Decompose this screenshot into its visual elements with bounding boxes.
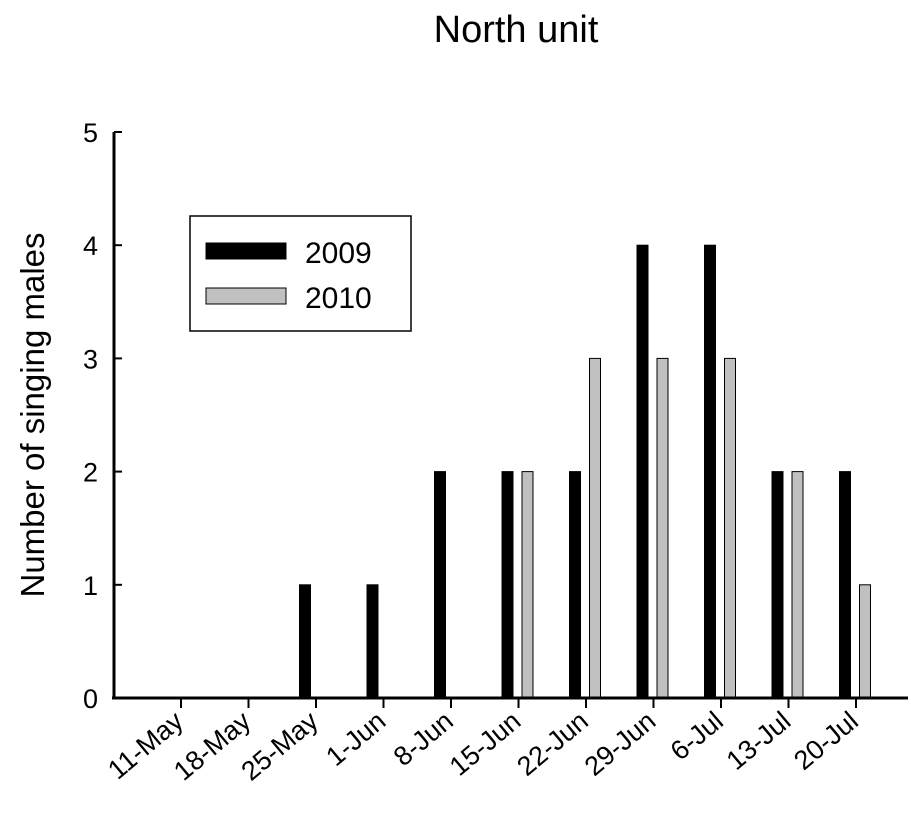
- x-tick-label-13-Jul: 13-Jul: [721, 706, 797, 776]
- y-tick-label-4: 4: [83, 231, 98, 261]
- bar-2009-18-May: [299, 584, 311, 699]
- bar-2009-8-Jun: [501, 471, 514, 699]
- x-tick-label-25-May: 25-May: [236, 705, 325, 786]
- bar-2009-22-Jun: [636, 244, 649, 699]
- legend-swatch-2009: [205, 242, 287, 260]
- bar-2010-6-Jul: [791, 471, 804, 699]
- axes-group: [112, 132, 908, 700]
- bar-2009-29-Jun: [704, 244, 716, 699]
- bar-2009-15-Jun: [569, 471, 581, 699]
- legend-label-2010: 2010: [305, 282, 372, 315]
- bar-2009-13-Jul: [839, 471, 851, 699]
- chart-title: North unit: [434, 9, 599, 51]
- y-tick-label-2: 2: [83, 458, 98, 488]
- legend-label-2009: 2009: [305, 237, 372, 270]
- legend-box: [189, 215, 412, 332]
- y-tick-label-0: 0: [83, 684, 98, 714]
- bar-2010-8-Jun: [521, 471, 534, 699]
- x-tick-label-20-Jul: 20-Jul: [788, 706, 864, 776]
- x-ticks-group: 11-May18-May25-May1-Jun8-Jun15-Jun22-Jun…: [102, 698, 864, 786]
- y-tick-label-1: 1: [83, 571, 98, 601]
- bar-2010-22-Jun: [656, 357, 669, 699]
- legend-swatch-2010: [205, 287, 287, 305]
- bar-2009-25-May: [366, 584, 379, 699]
- x-tick-label-1-Jun: 1-Jun: [320, 706, 391, 772]
- bar-2010-13-Jul: [859, 584, 871, 699]
- bar-2010-29-Jun: [724, 357, 736, 699]
- bars-group: [299, 244, 871, 699]
- bar-2010-15-Jun: [589, 357, 601, 699]
- x-tick-label-15-Jun: 15-Jun: [444, 706, 527, 782]
- legend: 2009 2010: [189, 215, 412, 332]
- y-tick-label-5: 5: [83, 118, 98, 148]
- x-tick-label-29-Jun: 29-Jun: [579, 706, 662, 782]
- y-ticks-group: 0 1 2 3 4 5: [83, 118, 122, 714]
- y-tick-label-3: 3: [83, 344, 98, 374]
- bar-2009-6-Jul: [771, 471, 784, 699]
- x-tick-label-6-Jul: 6-Jul: [665, 706, 729, 767]
- bar-2009-1-Jun: [434, 471, 446, 699]
- x-tick-label-22-Jun: 22-Jun: [511, 706, 594, 782]
- y-axis-label: Number of singing males: [14, 233, 51, 598]
